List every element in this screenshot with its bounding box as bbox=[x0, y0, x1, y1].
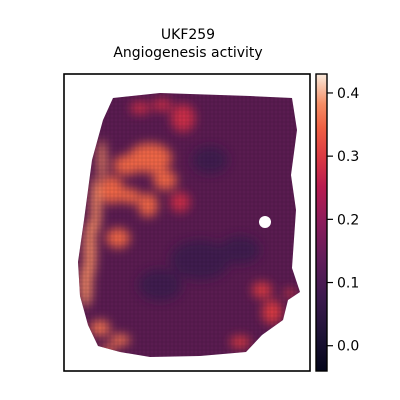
colorbar: 0.4 0.3 0.2 0.1 0.0 bbox=[315, 73, 359, 372]
colorbar-tick-label: 0.3 bbox=[337, 149, 359, 165]
chart-title: UKF259 bbox=[161, 27, 215, 43]
hex-spot-texture bbox=[78, 93, 300, 357]
tissue-heatmap bbox=[78, 93, 300, 357]
colorbar-gradient bbox=[315, 73, 328, 372]
colorbar-tick-label: 0.1 bbox=[337, 276, 359, 292]
colorbar-ticks: 0.4 0.3 0.2 0.1 0.0 bbox=[327, 86, 359, 355]
chart-subtitle: Angiogenesis activity bbox=[113, 45, 262, 61]
colorbar-tick-label: 0.0 bbox=[337, 339, 359, 355]
colorbar-tick-label: 0.2 bbox=[337, 212, 359, 228]
tissue-hole bbox=[259, 216, 271, 228]
colorbar-tick-label: 0.4 bbox=[337, 86, 359, 102]
